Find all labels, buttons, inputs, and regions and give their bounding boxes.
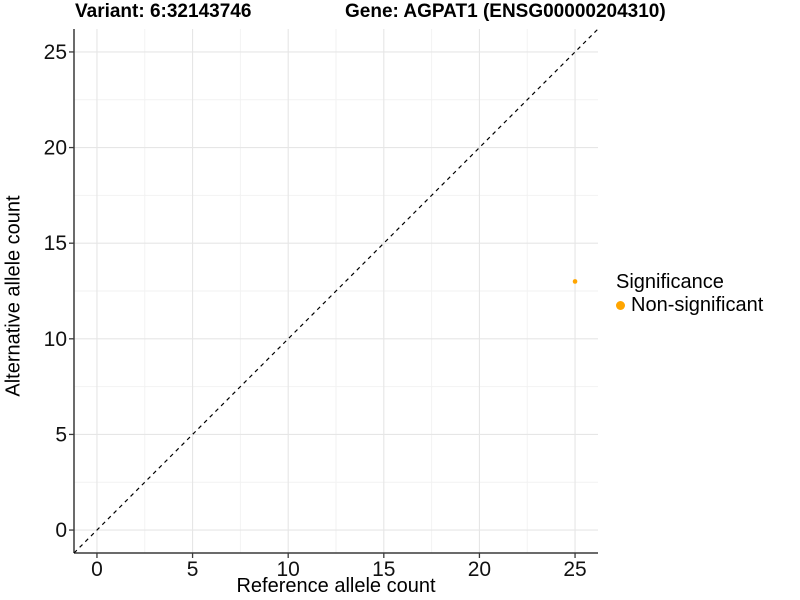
x-tick-label: 25 (563, 558, 586, 581)
legend: Significance Non-significant (616, 271, 763, 317)
y-tick-label: 15 (44, 232, 67, 255)
y-tick-label: 0 (55, 519, 67, 542)
legend-item-non-significant: Non-significant (616, 294, 763, 317)
y-tick-label: 10 (44, 328, 67, 351)
y-tick-label: 20 (44, 137, 67, 160)
y-tick-label: 5 (55, 423, 67, 446)
identity-dashed-line (73, 28, 599, 554)
x-tick-label: 5 (187, 558, 199, 581)
x-tick-label: 10 (277, 558, 300, 581)
x-axis-title: Reference allele count (236, 575, 436, 597)
x-tick-label: 0 (91, 558, 103, 581)
data-point (572, 279, 578, 284)
gene-title: Gene: AGPAT1 (ENSG00000204310) (345, 1, 666, 22)
variant-title: Variant: 6:32143746 (75, 1, 252, 22)
legend-item-label: Non-significant (631, 294, 764, 316)
legend-point-icon (616, 301, 625, 310)
y-axis-title: Alternative allele count (2, 195, 25, 397)
x-tick-label: 15 (372, 558, 395, 581)
legend-title: Significance (616, 271, 724, 293)
y-tick-label: 25 (44, 41, 67, 64)
x-tick-label: 20 (468, 558, 491, 581)
